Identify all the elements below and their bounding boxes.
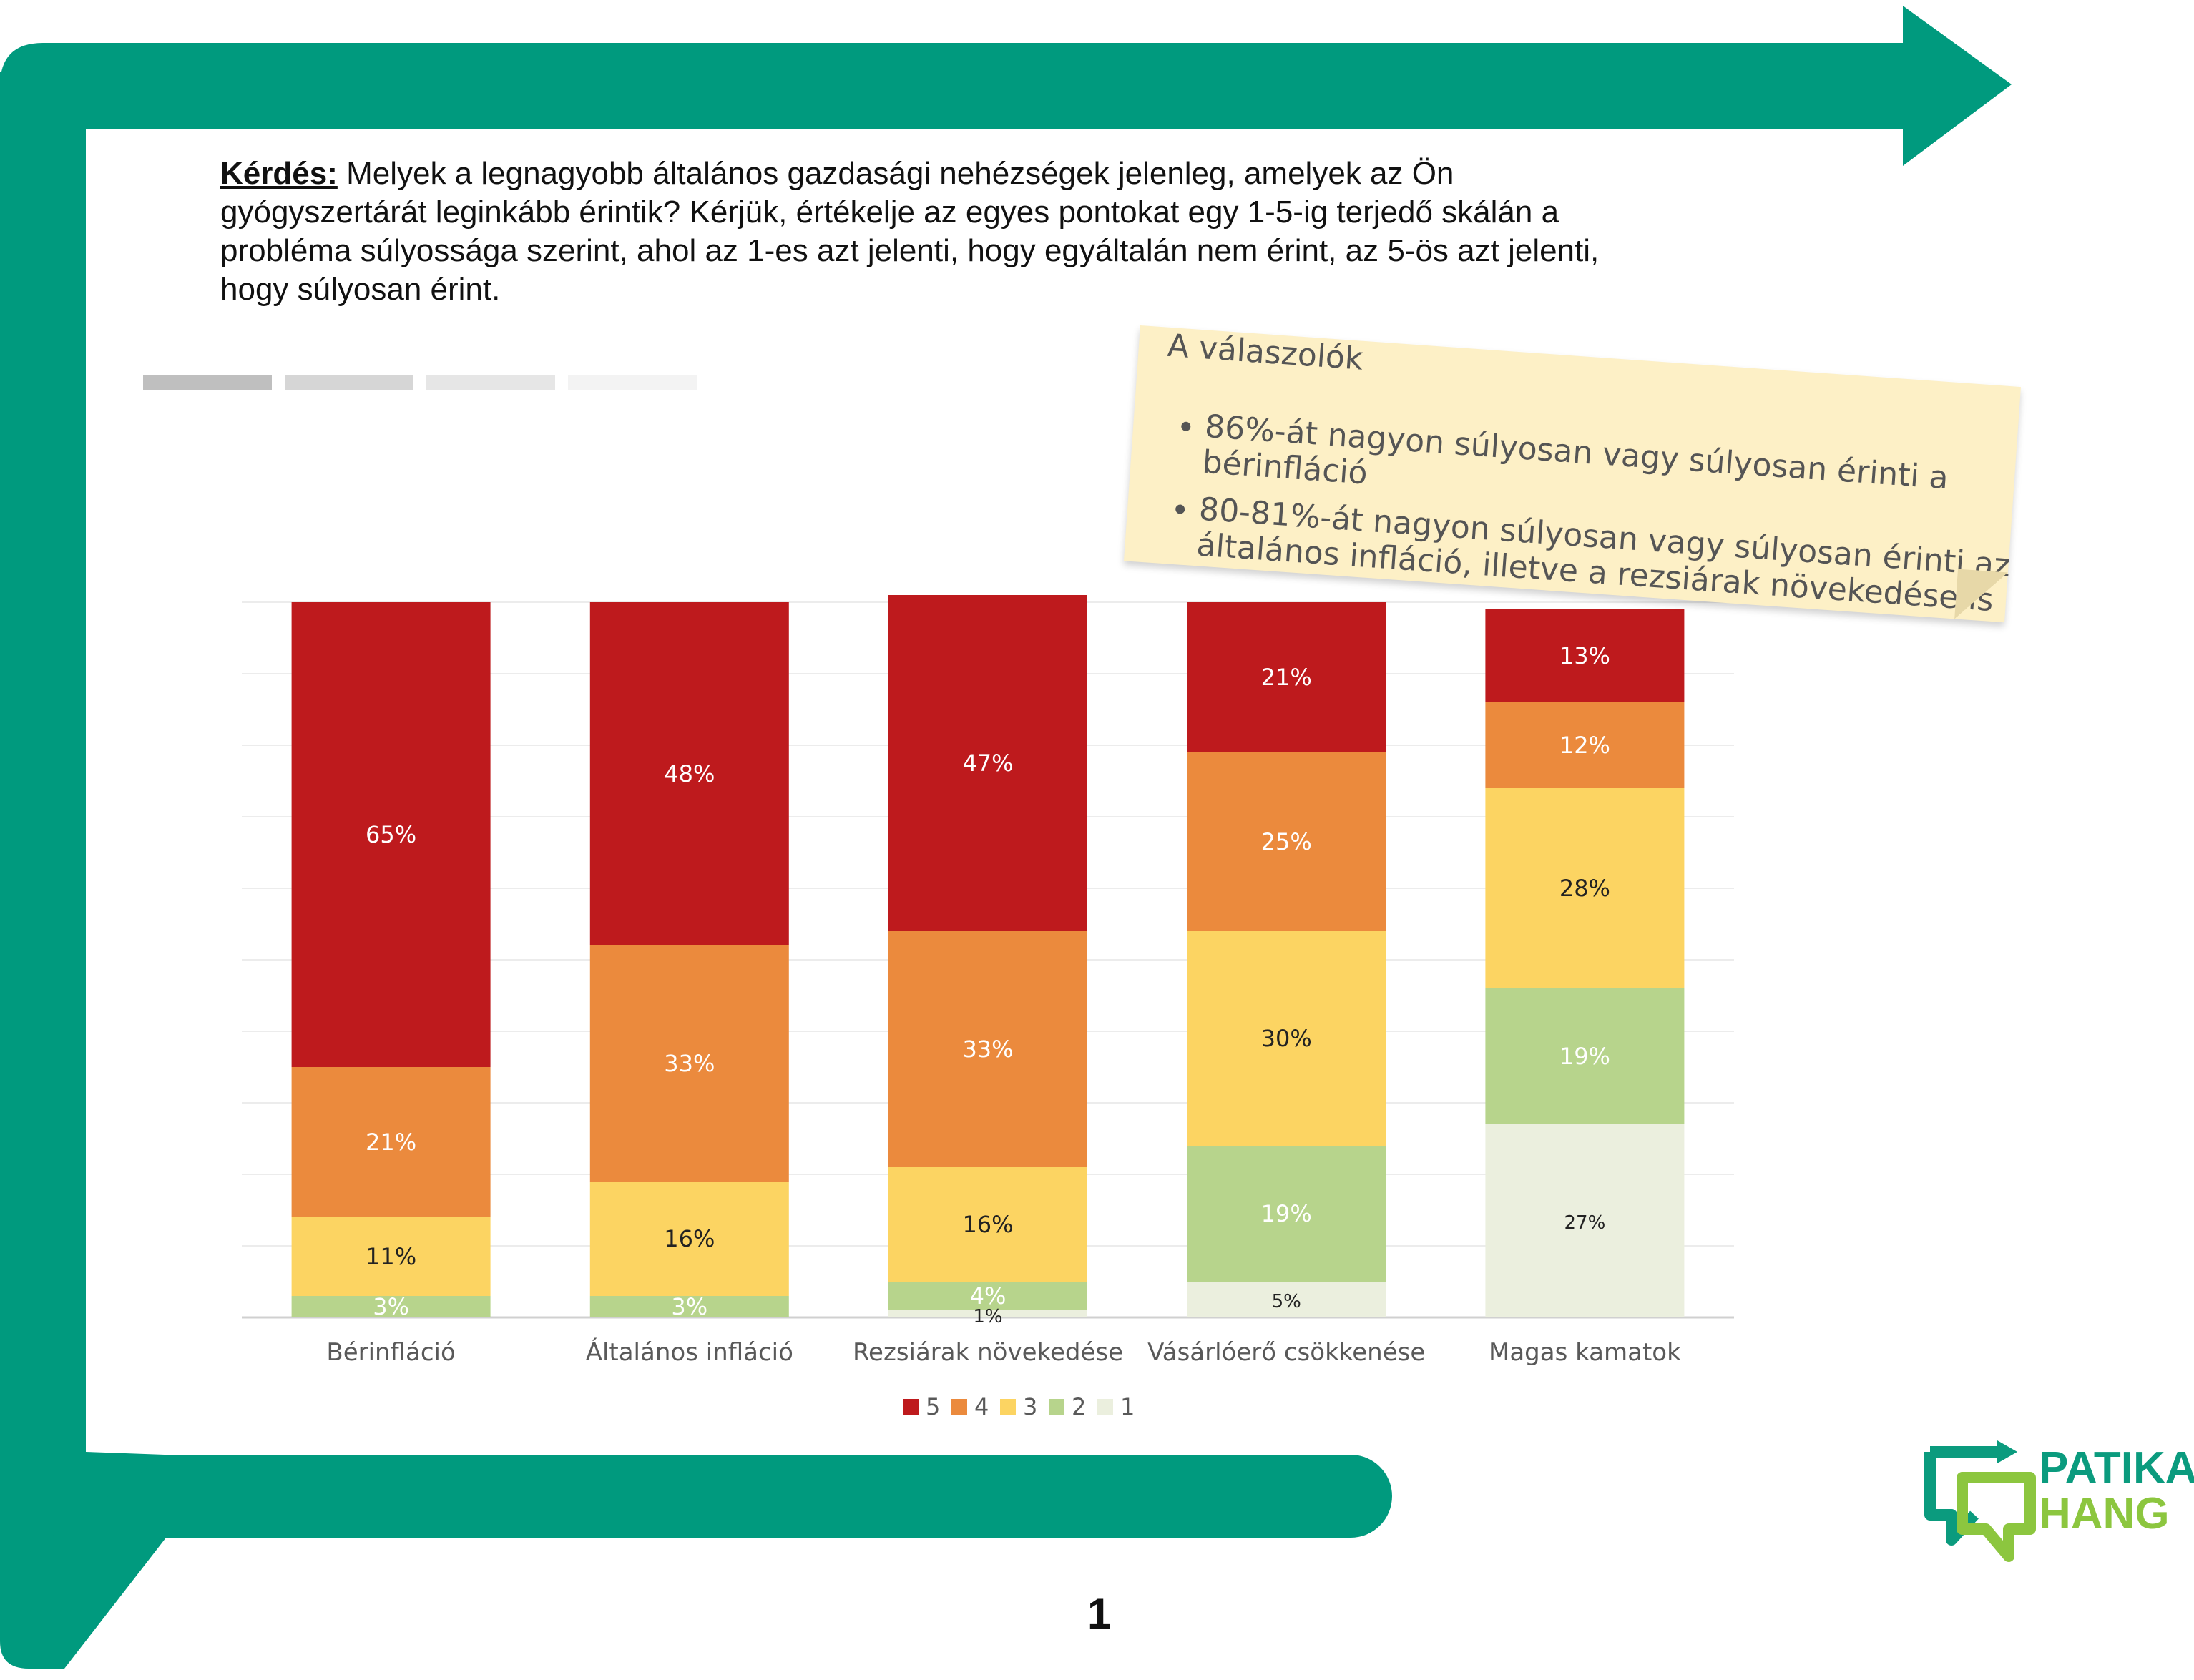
data-label: 1% [973, 1306, 1002, 1327]
bar-segment [888, 595, 1087, 931]
decor-bar-2 [285, 375, 413, 390]
bar-segment [1187, 602, 1386, 752]
data-label: 19% [1261, 1200, 1312, 1227]
patika-hang-logo: PATIKA HANG [1923, 1436, 2194, 1562]
bar-segment [1187, 1146, 1386, 1282]
data-label: 28% [1559, 875, 1610, 902]
bar-segment [291, 1217, 491, 1296]
x-tick-label: Általános infláció [586, 1337, 793, 1367]
x-tick-label: Vásárlóerő csökkenése [1147, 1338, 1425, 1367]
x-tick-label: Bérinfláció [326, 1338, 455, 1367]
frame-bottom-left-foot [0, 1455, 166, 1669]
bar-segment [1187, 931, 1386, 1146]
question-text: Kérdés: Melyek a legnagyobb általános ga… [220, 154, 1651, 309]
bars [291, 595, 1685, 1317]
legend-label: 5 [926, 1393, 940, 1420]
note-fold-icon [1954, 569, 2008, 623]
data-label: 47% [962, 750, 1013, 777]
page-number: 1 [1087, 1590, 1112, 1638]
logo-text-hang: HANG [2039, 1489, 2170, 1538]
data-label: 5% [1272, 1291, 1301, 1312]
bar-segment [589, 1296, 789, 1317]
bar-segment [291, 1067, 491, 1217]
legend-label: 3 [1023, 1393, 1037, 1420]
bar-segment [589, 945, 789, 1182]
data-label: 25% [1261, 828, 1312, 855]
bar-segment [1485, 1124, 1685, 1317]
bar-segment [888, 1282, 1087, 1310]
x-tick-label: Rezsiárak növekedése [853, 1338, 1123, 1367]
frame-bottom-bar [86, 1452, 1392, 1634]
bar-segment [1485, 609, 1685, 702]
data-label: 21% [366, 1129, 416, 1156]
data-label: 19% [1559, 1043, 1610, 1070]
decor-bar-4 [568, 375, 697, 390]
data-label: 30% [1261, 1025, 1312, 1052]
bar-segment [589, 602, 789, 945]
question-label: Kérdés: [220, 156, 338, 191]
legend-swatch [1000, 1399, 1016, 1415]
data-labels: 3% 11% 21% 65% 3% 16% 33% 48% 1%4% 16% 33% 47% 5% 19%… [366, 642, 1610, 1327]
bar-segment [1485, 788, 1685, 988]
bar-segment [1485, 988, 1685, 1124]
bar-segment [888, 931, 1087, 1167]
data-label: 21% [1261, 664, 1312, 691]
logo-text-patika: PATIKA [2039, 1443, 2194, 1493]
legend-label: 1 [1120, 1393, 1135, 1420]
legend: 5 4 3 2 1 [903, 1393, 1135, 1420]
bar-segment [291, 602, 491, 1067]
data-label: 3% [671, 1293, 707, 1320]
data-label: 48% [664, 760, 715, 787]
data-label: 12% [1559, 732, 1610, 759]
data-label: 33% [962, 1036, 1013, 1063]
x-tick-label: Magas kamatok [1489, 1338, 1681, 1367]
data-label: 16% [664, 1225, 715, 1252]
x-axis: Bérinfláció Általános infláció Rezsiárak n… [326, 1337, 1681, 1367]
decor-bar-1 [143, 375, 272, 390]
bar-segment [888, 1167, 1087, 1282]
bar-segment [291, 1296, 491, 1317]
legend-swatch [951, 1399, 967, 1415]
data-label: 4% [970, 1282, 1007, 1310]
data-label: 27% [1564, 1212, 1606, 1234]
bar-segment [1485, 702, 1685, 788]
data-label: 13% [1559, 642, 1610, 669]
bar-segment [1187, 1282, 1386, 1317]
legend-swatch [1049, 1399, 1064, 1415]
decor-bar-3 [426, 375, 555, 390]
data-label: 16% [962, 1211, 1013, 1238]
data-label: 65% [366, 821, 416, 848]
data-label: 11% [366, 1243, 416, 1270]
frame-left-bar [0, 72, 86, 1588]
speech-bubble-icon [1924, 1440, 2036, 1562]
legend-swatch [903, 1399, 919, 1415]
legend-swatch [1097, 1399, 1113, 1415]
legend-label: 4 [974, 1393, 989, 1420]
data-label: 33% [664, 1050, 715, 1077]
bar-segment [1187, 752, 1386, 931]
data-label: 3% [373, 1293, 409, 1320]
legend-label: 2 [1072, 1393, 1086, 1420]
frame-top-arrow [43, 6, 2012, 166]
bar-segment [888, 1310, 1087, 1317]
bar-segment [589, 1182, 789, 1296]
question-body: Melyek a legnagyobb általános gazdasági … [220, 156, 1600, 307]
